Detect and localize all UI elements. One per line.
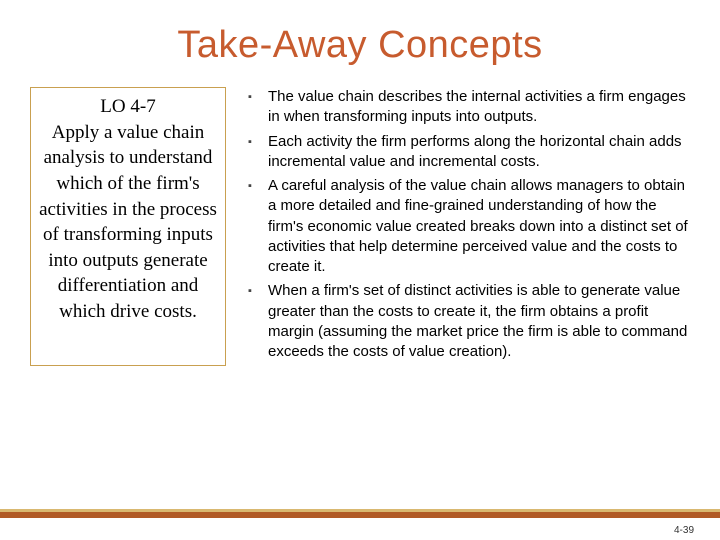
list-item: ▪ The value chain describes the internal… — [244, 87, 690, 128]
bullet-icon: ▪ — [244, 176, 268, 194]
lo-label: LO 4-7 — [39, 94, 217, 120]
learning-objective-box: LO 4-7 Apply a value chain analysis to u… — [30, 87, 226, 366]
bullet-content: ▪ The value chain describes the internal… — [244, 85, 690, 366]
list-item: ▪ When a firm's set of distinct activiti… — [244, 281, 690, 362]
bullet-icon: ▪ — [244, 132, 268, 150]
page-number: 4-39 — [674, 525, 694, 536]
bullet-text: Each activity the firm performs along th… — [268, 132, 690, 173]
bullet-icon: ▪ — [244, 281, 268, 299]
slide-title: Take-Away Concepts — [0, 0, 720, 85]
bullet-list: ▪ The value chain describes the internal… — [244, 87, 690, 362]
bullet-icon: ▪ — [244, 87, 268, 105]
lo-description: Apply a value chain analysis to understa… — [39, 120, 217, 325]
bullet-text: When a firm's set of distinct activities… — [268, 281, 690, 362]
content-area: LO 4-7 Apply a value chain analysis to u… — [0, 85, 720, 366]
list-item: ▪ A careful analysis of the value chain … — [244, 176, 690, 277]
bullet-text: The value chain describes the internal a… — [268, 87, 690, 128]
list-item: ▪ Each activity the firm performs along … — [244, 132, 690, 173]
footer-bar — [0, 512, 720, 518]
bullet-text: A careful analysis of the value chain al… — [268, 176, 690, 277]
